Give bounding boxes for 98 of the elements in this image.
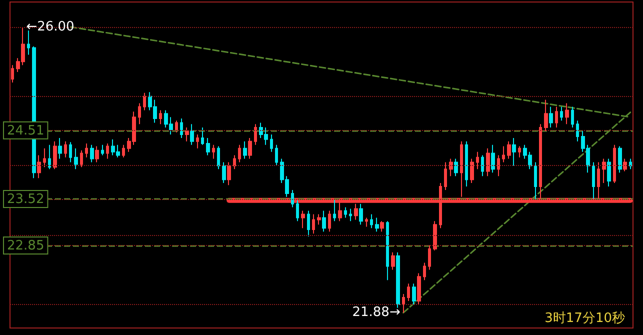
candlestick (11, 64, 14, 83)
candlestick (333, 198, 336, 222)
candlestick (470, 158, 474, 184)
candlestick (602, 158, 606, 184)
annotation: ←26.00 (26, 19, 74, 34)
candlestick (423, 262, 426, 281)
candlestick (629, 158, 632, 170)
candlestick (476, 151, 479, 170)
candlestick (560, 106, 563, 122)
candlestick (222, 162, 226, 184)
candlestick (27, 30, 30, 56)
candlestick (201, 127, 204, 146)
candlestick (613, 144, 616, 184)
candlestick (101, 144, 104, 156)
candlestick (227, 162, 231, 186)
candlestick (486, 148, 490, 177)
annotation: 3时17分10秒 (544, 311, 626, 326)
candlestick (555, 106, 558, 128)
candlestick (275, 144, 278, 166)
y-tick-label: 24.51 (7, 123, 44, 138)
candlestick (433, 220, 437, 251)
candlestick (243, 140, 247, 160)
candlestick (349, 208, 352, 222)
candlestick (85, 143, 88, 158)
candlestick (544, 99, 548, 132)
candlestick (565, 102, 569, 125)
candlestick (417, 272, 421, 305)
candlestick (412, 283, 416, 305)
candlestick (607, 158, 611, 187)
candlestick (465, 140, 468, 187)
candlestick (196, 134, 199, 149)
candlestick (512, 137, 516, 166)
candlestick (481, 154, 484, 177)
candlestick (43, 148, 46, 168)
candlestick (254, 124, 257, 146)
annotation: 21.88→ (352, 305, 400, 320)
candlestick (518, 146, 521, 158)
candlestick (270, 134, 273, 152)
candlestick (592, 162, 595, 200)
candlestick (534, 162, 537, 200)
candlestick (180, 118, 183, 138)
candlestick (190, 124, 194, 146)
candlestick (37, 154, 41, 179)
candlestick (386, 220, 389, 281)
candlestick (507, 140, 511, 160)
candlestick (80, 150, 83, 168)
candlestick (571, 106, 574, 128)
candlestick (428, 244, 431, 270)
candlestick (48, 144, 51, 170)
candlestick (618, 146, 622, 174)
candlestick (138, 102, 141, 125)
candlestick (159, 110, 162, 125)
candlestick (69, 142, 72, 163)
y-tick-label: 22.85 (7, 238, 44, 254)
candlestick (328, 210, 331, 232)
candlestick (175, 120, 178, 133)
candlestick (497, 154, 500, 177)
candlestick (53, 140, 57, 170)
candlestick (454, 158, 458, 177)
candlestick (64, 140, 67, 158)
candlestick (344, 206, 347, 218)
candlestick (322, 210, 326, 232)
candlestick (623, 158, 627, 172)
candlestick (238, 144, 241, 163)
candlestick (185, 127, 189, 142)
candlestick (291, 189, 294, 208)
candlestick (206, 137, 210, 156)
candlestick (307, 210, 310, 237)
candlestick (576, 120, 579, 142)
candlestick (502, 146, 505, 163)
candlestick (317, 214, 321, 226)
candlestick (359, 203, 363, 226)
candlestick (407, 283, 410, 302)
candlestick (312, 214, 315, 234)
candlestick (90, 144, 94, 163)
candlestick (375, 217, 379, 232)
candlestick (296, 200, 299, 222)
candlestick (491, 144, 495, 174)
candlestick (380, 220, 384, 232)
candlestick (95, 146, 99, 163)
candlestick (212, 144, 215, 160)
candlestick (143, 92, 146, 111)
candlestick (74, 148, 78, 170)
candlestick (233, 154, 236, 170)
candlestick (402, 294, 405, 314)
y-tick-label: 23.52 (7, 192, 44, 207)
candlestick (217, 146, 220, 170)
candlestick (444, 162, 447, 190)
candlestick (549, 106, 553, 128)
candlestick (106, 143, 109, 160)
candlestick (122, 144, 125, 158)
candlestick (365, 217, 368, 228)
candlestick (391, 252, 395, 270)
candlestick (248, 137, 252, 160)
candlestick (370, 214, 373, 229)
candlestick (449, 158, 453, 177)
candlestick (301, 210, 305, 229)
candlestick (58, 137, 62, 160)
